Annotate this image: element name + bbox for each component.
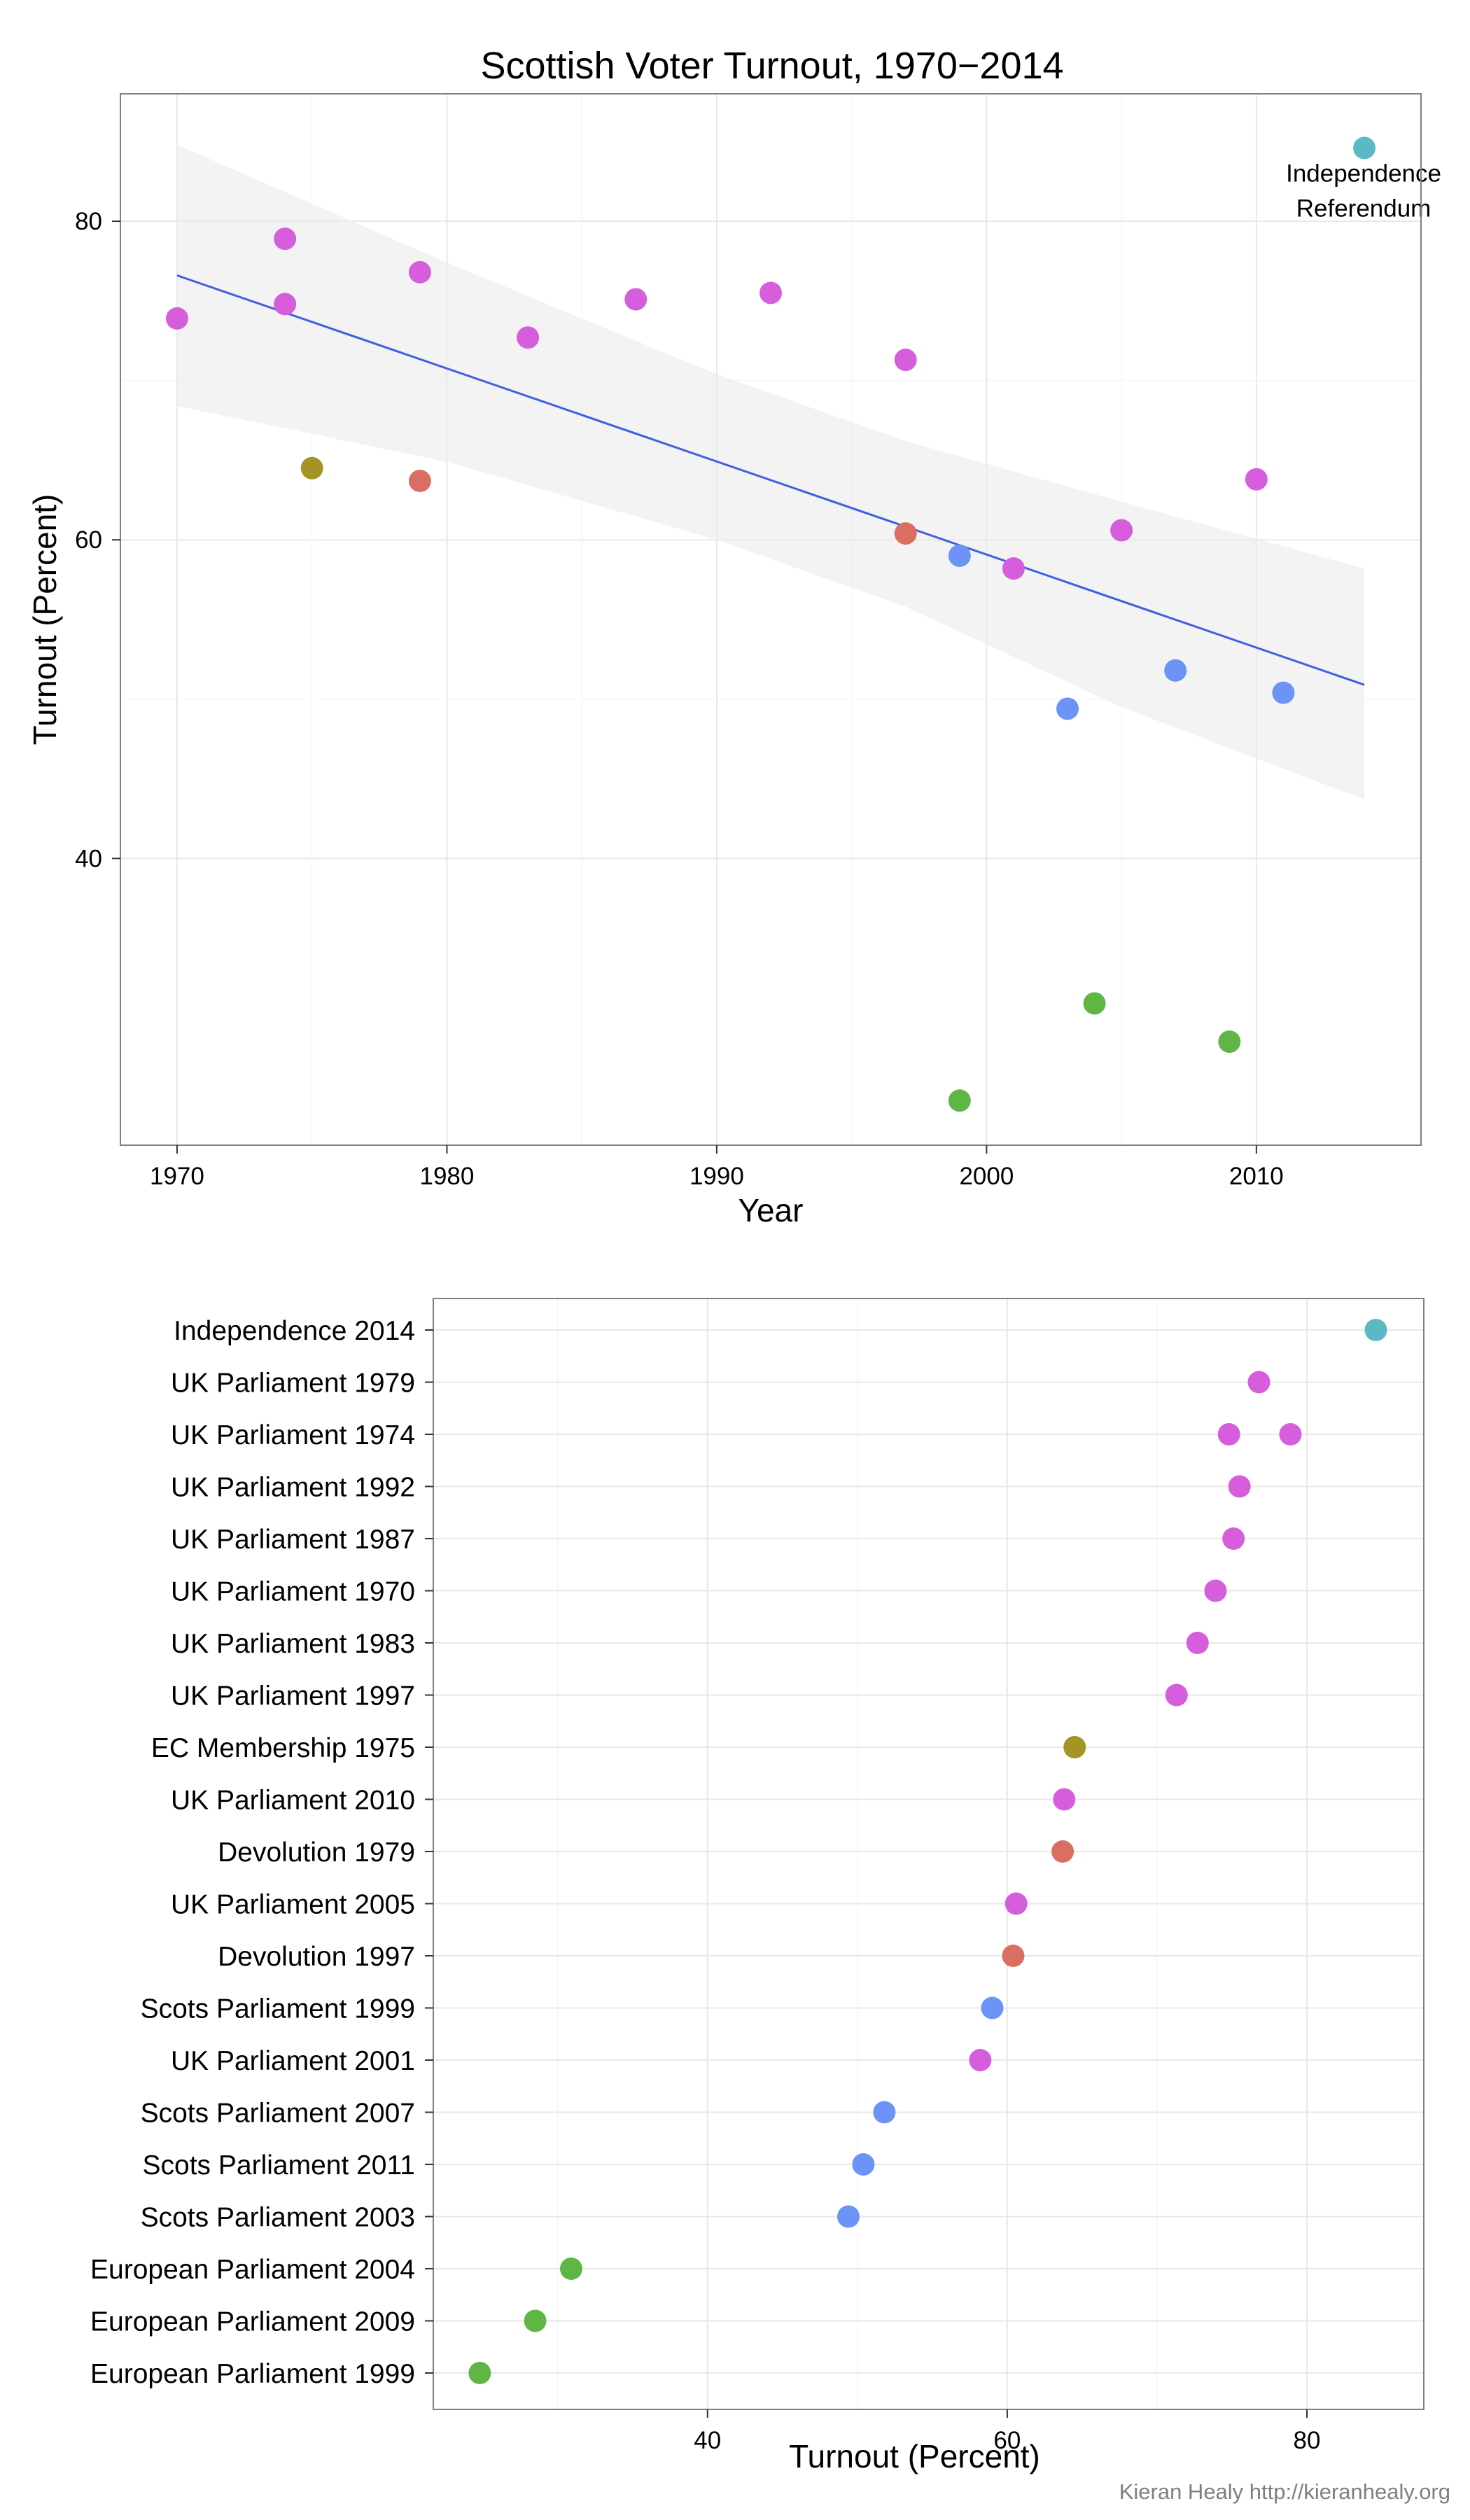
data-points bbox=[165, 136, 1376, 1112]
data-point bbox=[1218, 1030, 1241, 1054]
category-label: UK Parliament 1979 bbox=[171, 1368, 415, 1399]
data-point bbox=[1279, 1423, 1302, 1446]
data-point bbox=[1222, 1527, 1245, 1550]
category-label: UK Parliament 2010 bbox=[171, 1786, 415, 1816]
data-point bbox=[1002, 557, 1025, 580]
data-points bbox=[468, 1319, 1387, 2384]
chart-title: Scottish Voter Turnout, 1970−2014 bbox=[480, 45, 1063, 87]
x-axis-ticks: 1970 1980 1990 2000 2010 bbox=[150, 1145, 1284, 1190]
category-label: Scots Parliament 2011 bbox=[143, 2150, 416, 2180]
data-point bbox=[624, 288, 648, 311]
data-point bbox=[1051, 1840, 1074, 1863]
major-gridlines bbox=[433, 1298, 1424, 2409]
data-point bbox=[948, 1089, 971, 1112]
data-point bbox=[408, 470, 431, 493]
data-point bbox=[300, 456, 323, 479]
data-point bbox=[468, 2362, 491, 2384]
x-tick-label: 2000 bbox=[959, 1163, 1014, 1190]
category-label: Independence 2014 bbox=[174, 1316, 415, 1346]
data-point bbox=[1063, 1736, 1086, 1758]
data-point bbox=[1272, 681, 1295, 704]
category-label: UK Parliament 1992 bbox=[171, 1473, 415, 1503]
x-tick-label: 2010 bbox=[1229, 1163, 1284, 1190]
data-point bbox=[517, 326, 540, 349]
data-point bbox=[1204, 1579, 1227, 1602]
category-label: UK Parliament 2005 bbox=[171, 1890, 415, 1920]
x-axis-title: Year bbox=[738, 1192, 804, 1228]
data-point bbox=[873, 2101, 896, 2124]
x-tick-label: 60 bbox=[993, 2427, 1021, 2454]
data-point bbox=[894, 349, 917, 372]
category-label: UK Parliament 1987 bbox=[171, 1525, 415, 1555]
trend-line bbox=[176, 274, 1365, 686]
category-label: UK Parliament 1983 bbox=[171, 1629, 415, 1659]
y-axis-ticks: 40 60 80 bbox=[75, 208, 120, 872]
plot-panel-border bbox=[433, 1298, 1424, 2410]
data-point bbox=[1056, 697, 1079, 720]
data-point bbox=[1245, 468, 1268, 491]
scatter-chart-turnout-by-year: Scottish Voter Turnout, 1970−2014 Indepe… bbox=[27, 45, 1441, 1228]
category-label: EC Membership 1975 bbox=[151, 1733, 415, 1763]
data-point bbox=[852, 2153, 875, 2176]
data-point bbox=[981, 1996, 1004, 2019]
data-point bbox=[1004, 1892, 1028, 1915]
category-label: UK Parliament 1974 bbox=[171, 1420, 415, 1450]
data-point bbox=[1164, 659, 1187, 682]
data-point bbox=[1083, 992, 1106, 1015]
x-axis-title: Turnout (Percent) bbox=[789, 2438, 1040, 2474]
y-tick-label: 60 bbox=[75, 526, 102, 554]
data-point bbox=[524, 2309, 547, 2332]
data-point bbox=[948, 544, 971, 567]
data-point bbox=[274, 293, 297, 316]
category-label: Scots Parliament 2007 bbox=[141, 2099, 415, 2129]
minor-gridlines bbox=[557, 1298, 1158, 2409]
data-point bbox=[1110, 519, 1133, 542]
data-point bbox=[559, 2258, 582, 2280]
x-tick-label: 1980 bbox=[419, 1163, 474, 1190]
x-axis-ticks: 40 60 80 bbox=[694, 2409, 1320, 2454]
data-point bbox=[274, 227, 297, 251]
y-tick-label: 40 bbox=[75, 845, 102, 872]
category-label: Scots Parliament 1999 bbox=[141, 1994, 415, 2024]
data-point bbox=[1186, 1632, 1209, 1654]
data-point bbox=[1217, 1423, 1240, 1446]
data-point bbox=[760, 281, 782, 304]
category-label: UK Parliament 1997 bbox=[171, 1681, 415, 1712]
data-point bbox=[1353, 136, 1376, 160]
confidence-band bbox=[176, 144, 1365, 800]
data-point bbox=[1364, 1319, 1387, 1341]
category-label: Devolution 1979 bbox=[218, 1837, 415, 1868]
data-point bbox=[408, 260, 431, 284]
category-label: Devolution 1997 bbox=[218, 1942, 415, 1972]
dot-chart-turnout-by-vote: Independence 2014 UK Parliament 1979 UK Pa… bbox=[90, 1298, 1450, 2504]
category-labels: Independence 2014 UK Parliament 1979 UK Pa… bbox=[90, 1316, 433, 2389]
x-tick-label: 1990 bbox=[690, 1163, 744, 1190]
x-tick-label: 80 bbox=[1294, 2427, 1321, 2454]
category-label: European Parliament 2009 bbox=[90, 2307, 415, 2337]
data-point bbox=[1053, 1788, 1076, 1811]
x-tick-label: 40 bbox=[694, 2427, 721, 2454]
data-point bbox=[836, 2205, 860, 2228]
data-point bbox=[1002, 1945, 1025, 1967]
y-tick-label: 80 bbox=[75, 208, 102, 235]
x-tick-label: 1970 bbox=[150, 1163, 204, 1190]
data-point bbox=[165, 307, 188, 330]
category-label: UK Parliament 2001 bbox=[171, 2046, 415, 2076]
category-label: UK Parliament 1970 bbox=[171, 1577, 415, 1607]
data-point bbox=[1165, 1684, 1188, 1707]
data-point bbox=[894, 522, 917, 545]
category-label: Scots Parliament 2003 bbox=[141, 2203, 415, 2233]
annotation-line-1: Independence bbox=[1286, 160, 1441, 187]
category-label: European Parliament 1999 bbox=[90, 2359, 415, 2389]
y-axis-title: Turnout (Percent) bbox=[27, 494, 63, 746]
credit-text: Kieran Healy http://kieranhealy.org bbox=[1119, 2479, 1450, 2504]
category-label: European Parliament 2004 bbox=[90, 2255, 415, 2285]
data-point bbox=[1247, 1371, 1270, 1394]
data-point bbox=[1228, 1475, 1251, 1498]
plot-panel-border bbox=[120, 93, 1422, 1146]
data-point bbox=[969, 2049, 992, 2071]
annotation-line-2: Referendum bbox=[1296, 195, 1432, 222]
